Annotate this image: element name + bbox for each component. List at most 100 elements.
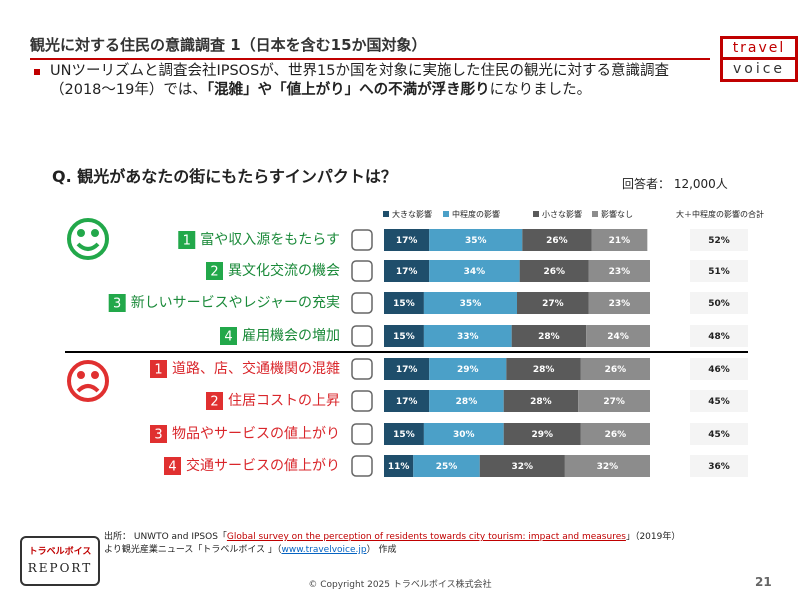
title-rule [30, 58, 710, 60]
bar-segment [423, 423, 504, 445]
bar-segment [423, 292, 517, 314]
bar-segment [503, 423, 581, 445]
category-badge [206, 262, 223, 280]
bar-label: 28% [456, 397, 478, 407]
total-box [690, 455, 748, 477]
total-box [690, 358, 748, 380]
source-text: 出所： UNWTO and IPSOS「 [104, 532, 227, 542]
category-badge [206, 392, 223, 410]
icon [351, 229, 373, 251]
total-label: 51% [708, 267, 730, 277]
report-logo: トラベルボイス REPORT [20, 536, 100, 586]
bar-label: 35% [465, 236, 487, 246]
total-box [690, 390, 748, 412]
bar-label: 29% [531, 430, 553, 440]
totals-title: 大＋中程度の影響の合計 [676, 209, 764, 219]
total-label: 45% [708, 430, 730, 440]
bar-segment [384, 292, 424, 314]
bar-segment [580, 358, 650, 380]
bullet-text: になりました。 [489, 82, 592, 98]
source-text: より観光産業ニュース「トラベルボイス 」（ [104, 545, 282, 555]
bar-segment [586, 325, 650, 347]
bar-label: 26% [546, 236, 568, 246]
bar-label: 15% [393, 299, 415, 309]
category-number: 1 [154, 363, 162, 378]
bar-segment [591, 229, 648, 251]
total-label: 36% [708, 462, 730, 472]
legend-label: 影響なし [601, 209, 633, 219]
legend-swatch [443, 211, 449, 217]
category-number: 2 [210, 265, 218, 280]
source-link[interactable]: Global survey on the perception of resid… [226, 532, 626, 542]
bullet-text: UNツーリズムと調査会社IPSOSが、世界15か国を対象に実施した住民の観光に対… [50, 63, 669, 98]
bar-segment [384, 358, 430, 380]
smiley [67, 218, 109, 260]
logo-text: voice [723, 60, 795, 79]
report-logo-text: REPORT [27, 561, 93, 575]
bar-segment [423, 325, 512, 347]
bar-segment [384, 423, 424, 445]
category-label: 物品やサービスの値上がり [172, 426, 340, 442]
icon [351, 390, 373, 412]
bar-label: 27% [542, 299, 564, 309]
category-number: 3 [113, 297, 121, 312]
bar-label: 32% [597, 462, 619, 472]
bar-segment [384, 260, 430, 282]
bar-label: 23% [609, 267, 631, 277]
category-badge [150, 425, 167, 443]
source-link[interactable]: www.travelvoice.jp [281, 545, 367, 555]
total-label: 45% [708, 397, 730, 407]
total-label: 46% [708, 365, 730, 375]
bar-segment [522, 229, 592, 251]
total-box [690, 292, 748, 314]
icon [351, 292, 373, 314]
source-text: 」（2019年） [625, 532, 681, 542]
bar-label: 28% [533, 365, 555, 375]
bar-segment [429, 260, 520, 282]
respondents: 回答者： 12,000人 [622, 177, 728, 191]
category-badge [178, 231, 196, 249]
bar-label: 28% [530, 397, 552, 407]
bar-label: 29% [457, 365, 479, 375]
bullet-mark [34, 69, 40, 75]
category-badge [164, 457, 181, 475]
total-label: 50% [708, 299, 730, 309]
bar-segment [384, 390, 430, 412]
bar-label: 23% [609, 299, 631, 309]
bar-label: 17% [396, 267, 418, 277]
bar-segment [429, 390, 504, 412]
bar-label: 21% [609, 236, 631, 246]
logo-text: travel [723, 39, 795, 57]
bar-segment [588, 260, 650, 282]
frown [67, 360, 109, 402]
category-label: 雇用機会の増加 [242, 327, 340, 344]
bar-label: 35% [460, 299, 482, 309]
source-text: ） 作成 [366, 545, 397, 555]
bar-segment [429, 358, 507, 380]
bar-segment [517, 292, 589, 314]
category-badge [150, 360, 167, 378]
legend-swatch [592, 211, 598, 217]
bar-label: 33% [457, 332, 479, 342]
report-logo-text: トラベルボイス [28, 547, 92, 557]
legend-label: 小さな影響 [542, 209, 582, 219]
icon [351, 455, 373, 477]
bar-segment [588, 292, 650, 314]
bullet-bold: 「混雑」や「値上がり」への不満が浮き彫り [206, 82, 490, 98]
bar-label: 26% [605, 430, 627, 440]
category-label: 異文化交流の機会 [228, 262, 340, 279]
icon [351, 260, 373, 282]
bullet: UNツーリズムと調査会社IPSOSが、世界15か国を対象に実施した住民の観光に対… [50, 62, 710, 100]
category-label: 住居コストの上昇 [228, 393, 340, 409]
bar-segment [384, 455, 414, 477]
icon [351, 358, 373, 380]
bar-label: 15% [393, 430, 415, 440]
category-number: 2 [210, 395, 218, 410]
bar-label: 17% [396, 236, 418, 246]
title: 観光に対する住民の意識調査 1（日本を含む15か国対象） [30, 36, 427, 54]
legend-swatch [383, 211, 389, 217]
total-label: 48% [708, 332, 730, 342]
bar-segment [580, 423, 650, 445]
